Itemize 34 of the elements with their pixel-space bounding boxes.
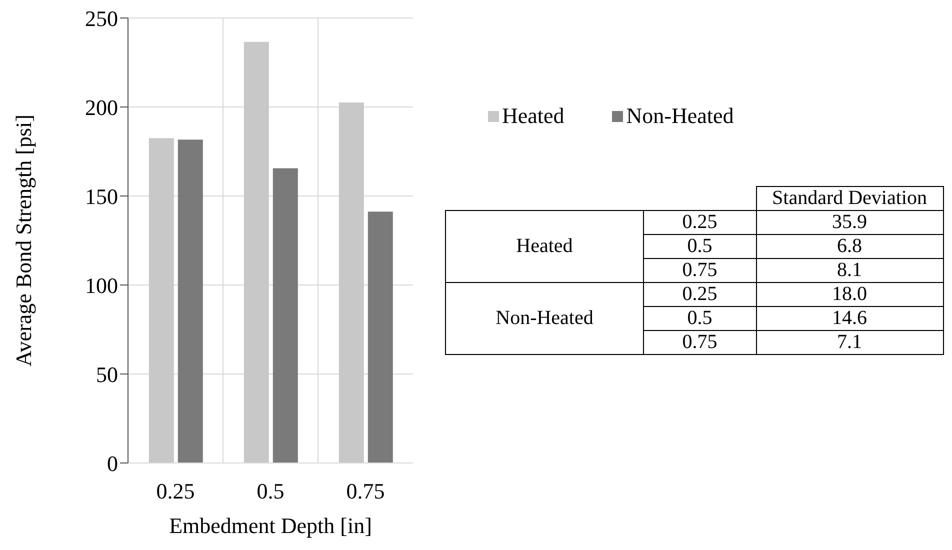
text: 7.1 (756, 330, 943, 354)
y-tick-label: 200 (85, 94, 118, 120)
x-tick-label: 0.75 (346, 478, 385, 504)
y-tick-label: 50 (96, 362, 118, 387)
text: 0.25 (644, 210, 756, 234)
text: 8.1 (756, 258, 943, 282)
x-tick-label: 0.5 (256, 478, 284, 504)
x-axis-title: Embedment Depth [in] (169, 513, 372, 538)
text: 18.0 (756, 282, 943, 306)
text: 6.8 (756, 234, 943, 258)
y-tick-label: 250 (85, 6, 118, 31)
bar (338, 102, 364, 463)
bar (272, 168, 298, 463)
text: 0.75 (644, 330, 756, 354)
x-tick-label: 0.25 (156, 478, 195, 504)
bar (178, 140, 203, 463)
text: Standard Deviation (756, 186, 943, 210)
y-tick-label: 150 (85, 184, 118, 209)
text: 0.5 (644, 234, 756, 258)
bar (244, 42, 269, 463)
y-tick-label: 0 (107, 450, 118, 476)
text: 0.5 (644, 306, 756, 330)
bar (148, 138, 174, 463)
text: Non-Heated (446, 282, 644, 354)
text: 0.75 (644, 258, 756, 282)
legend-label: Non-Heated (626, 103, 734, 129)
text: 14.6 (756, 306, 943, 330)
text: Heated (446, 210, 644, 282)
legend-label: Heated (502, 103, 564, 129)
y-tick-label: 100 (85, 272, 118, 298)
bar (368, 212, 393, 463)
text: 0.25 (644, 282, 756, 306)
y-axis-title: Average Bond Strength [psi] (10, 114, 36, 366)
text: 35.9 (756, 210, 943, 234)
